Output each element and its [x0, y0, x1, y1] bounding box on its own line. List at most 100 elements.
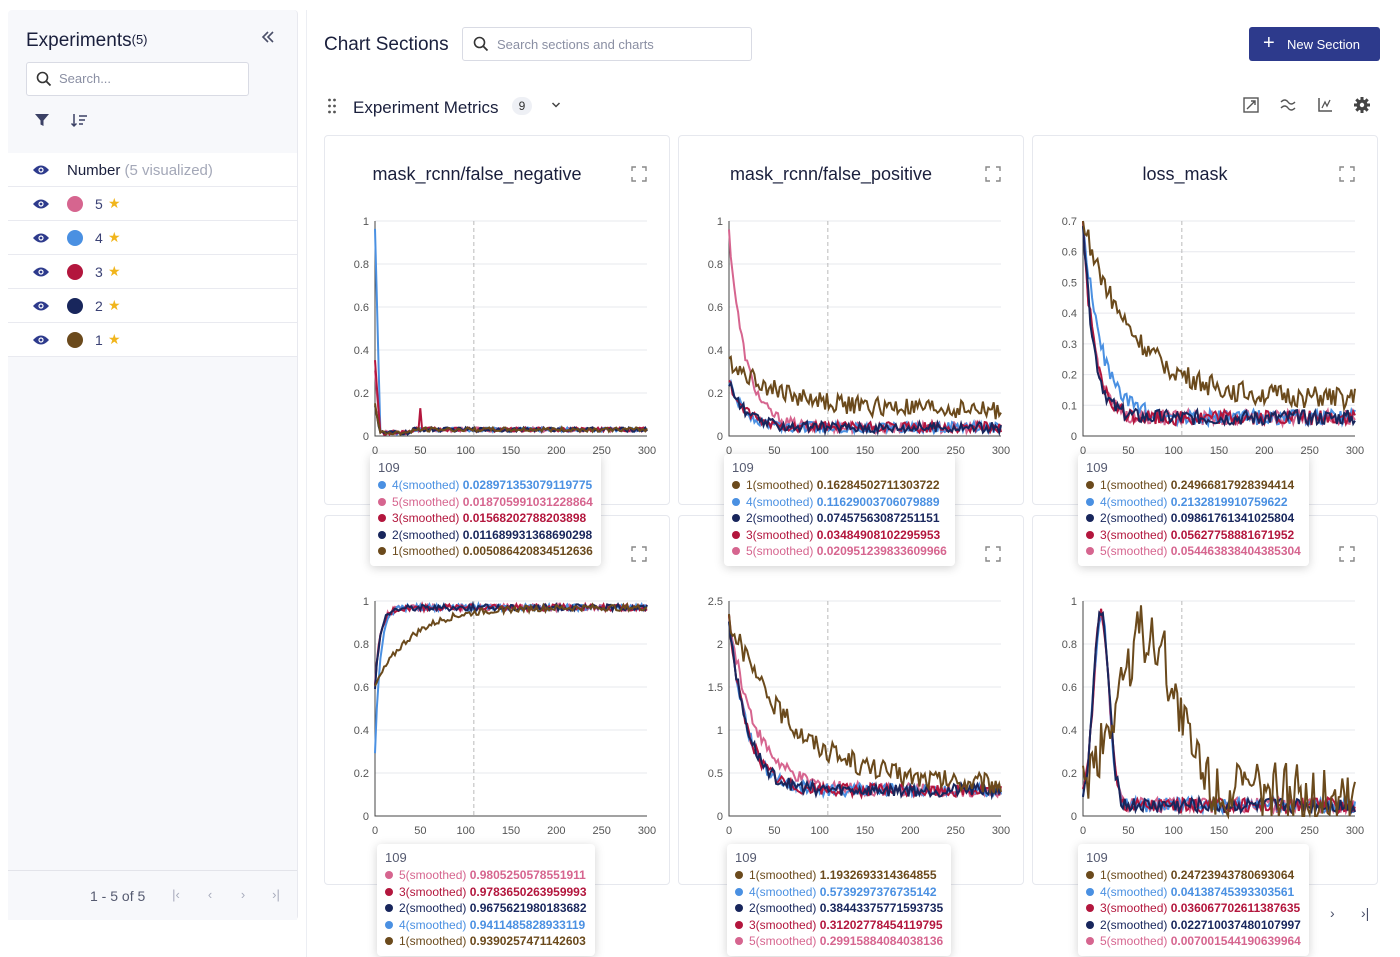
experiments-search-input[interactable] [59, 71, 239, 86]
series-line-2[interactable] [728, 380, 1002, 437]
last-charts-page-icon[interactable]: ›| [1361, 905, 1370, 921]
experiment-color-dot[interactable] [67, 230, 83, 246]
experiment-color-dot[interactable] [67, 298, 83, 314]
experiment-row[interactable]: 1 ★ [8, 323, 297, 357]
series-color-dot [378, 481, 386, 489]
series-line-3[interactable] [374, 360, 648, 436]
series-line-2[interactable] [1082, 610, 1356, 816]
y-tick-label: 0 [1071, 811, 1077, 823]
tooltip-row: 1(smoothed) 0.24723943780693064 [1086, 867, 1301, 884]
next-charts-page-icon[interactable]: › [1330, 905, 1335, 921]
series-line-5[interactable] [374, 602, 648, 686]
eye-icon[interactable] [32, 333, 50, 351]
series-line-2[interactable] [1082, 226, 1356, 428]
eye-icon[interactable] [32, 163, 50, 181]
series-line-2[interactable] [728, 621, 1002, 801]
series-line-4[interactable] [1082, 225, 1356, 429]
tooltip-value: 0.005086420834512636 [462, 544, 593, 559]
series-line-3[interactable] [728, 614, 1002, 800]
star-icon[interactable]: ★ [108, 229, 121, 245]
series-color-dot [378, 530, 386, 539]
chevron-down-icon[interactable] [551, 98, 561, 112]
y-tick-label: 0.2 [1062, 768, 1077, 780]
fullscreen-section-icon[interactable] [1242, 96, 1262, 116]
tooltip-row: 5(smoothed) 0.020951239833609966 [732, 543, 947, 560]
experiment-color-dot[interactable] [67, 264, 83, 280]
experiments-search[interactable] [26, 62, 249, 96]
series-line-4[interactable] [374, 600, 648, 754]
first-page-icon[interactable]: |‹ [172, 887, 180, 902]
series-line-4[interactable] [374, 228, 648, 437]
sections-search-input[interactable] [497, 37, 742, 52]
expand-chart-icon[interactable] [985, 166, 1001, 187]
smoothing-icon[interactable] [1279, 96, 1299, 116]
line-chart[interactable]: 00.20.40.60.810 50 100 150 200 250 300 [1033, 516, 1379, 856]
line-chart[interactable]: 00.20.40.60.810 50 100 150 200 250 300 [325, 516, 671, 856]
expand-chart-icon[interactable] [631, 546, 647, 567]
experiment-row[interactable]: 2 ★ [8, 289, 297, 323]
tooltip-value: 0.9411485828933119 [469, 917, 586, 932]
y-tick-label: 0.5 [708, 768, 723, 780]
eye-icon[interactable] [32, 299, 50, 317]
series-line-1[interactable] [728, 613, 1002, 794]
last-page-icon[interactable]: ›| [272, 887, 280, 902]
star-icon[interactable]: ★ [108, 331, 121, 347]
eye-icon[interactable] [32, 197, 50, 215]
new-section-button[interactable]: + New Section [1249, 27, 1380, 61]
eye-icon[interactable] [32, 265, 50, 283]
line-chart[interactable]: 00.20.40.60.810 50 100 150 200 250 300 [325, 136, 671, 476]
expand-chart-icon[interactable] [1339, 166, 1355, 187]
tooltip-step: 109 [378, 460, 400, 475]
chart-card[interactable]: loss_mask 0 0.1 0.2 0.3 0.4 0.5 0.6 0.7 0 50 100 150… [1032, 135, 1379, 566]
line-chart[interactable]: 00.10.20.30.40.50.60.70 50 100 150 200 250 300 [1033, 136, 1379, 476]
chart-card[interactable]: mask_rcnn/false_negative 0 0.2 0.4 0.6 0.8 1 0 5… [324, 135, 671, 566]
line-chart[interactable]: 0 0.5 1 1.5 2 2.5 0 50 100 150 200 250 300 [679, 516, 1025, 856]
x-tick-label: 0 [726, 445, 732, 457]
chart-card[interactable]: fast_rcnn/false_negative00.20.40.60.8105… [1032, 515, 1379, 956]
star-icon[interactable]: ★ [108, 297, 121, 313]
gear-icon[interactable] [1353, 96, 1373, 116]
axis-scale-icon[interactable] [1316, 96, 1336, 116]
experiment-row[interactable]: 4 ★ [8, 221, 297, 255]
expand-chart-icon[interactable] [631, 166, 647, 187]
series-line-3[interactable] [1082, 220, 1356, 427]
series-color-dot [735, 937, 743, 946]
series-line-1[interactable] [374, 403, 648, 437]
experiment-row[interactable]: 3 ★ [8, 255, 297, 289]
prev-page-icon[interactable]: ‹ [207, 887, 213, 902]
eye-icon[interactable] [32, 231, 50, 249]
x-tick-label: 200 [1255, 825, 1273, 837]
series-line-3[interactable] [374, 601, 648, 686]
chart-card[interactable]: total_loss00.511.522.5050100150200250300… [678, 515, 1025, 956]
expand-chart-icon[interactable] [985, 546, 1001, 567]
next-page-icon[interactable]: › [240, 887, 246, 902]
series-line-5[interactable] [374, 370, 648, 436]
sort-icon[interactable] [70, 112, 88, 130]
drag-handle-icon[interactable] [327, 97, 337, 120]
y-tick-label: 0 [717, 811, 723, 823]
line-chart[interactable]: 00.20.40.60.810 50 100 150 200 250 300 [679, 136, 1025, 476]
chart-card[interactable]: mask_rcnn/false_positive 0 0.2 0.4 0.6 0.8 1 0 5… [678, 135, 1025, 566]
chart-card[interactable]: mask_rcnn/accuracy00.20.40.60.8105010015… [324, 515, 671, 956]
series-line-1[interactable] [1082, 220, 1356, 413]
series-color-dot [1086, 904, 1094, 913]
experiment-color-dot[interactable] [67, 332, 83, 348]
collapse-sidebar-icon[interactable] [259, 30, 277, 48]
experiment-color-dot[interactable] [67, 196, 83, 212]
series-color-dot [1086, 920, 1094, 929]
tooltip-value: 0.09861761341025804 [1170, 511, 1295, 526]
tooltip-row: 4(smoothed) 0.9411485828933119 [385, 917, 587, 934]
tooltip-series-label: 1(smoothed) [749, 868, 817, 882]
series-line-1[interactable] [1082, 605, 1356, 820]
y-tick-label: 0.2 [354, 768, 369, 780]
series-line-1[interactable] [728, 355, 1002, 420]
star-icon[interactable]: ★ [108, 263, 121, 279]
experiment-row[interactable]: 5 ★ [8, 187, 297, 221]
series-line-2[interactable] [374, 600, 648, 690]
star-icon[interactable]: ★ [108, 195, 121, 211]
series-line-1[interactable] [374, 601, 648, 687]
expand-chart-icon[interactable] [1339, 546, 1355, 567]
chart-toolbar [625, 546, 647, 567]
sections-search[interactable] [462, 27, 752, 61]
filter-icon[interactable] [34, 112, 52, 130]
